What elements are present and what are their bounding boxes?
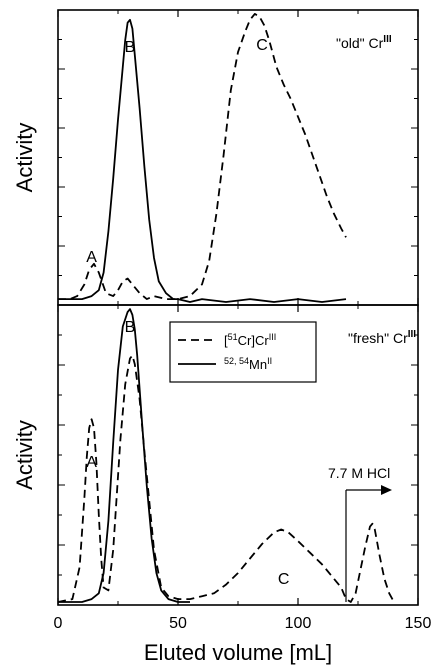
x-axis-title: Eluted volume [mL] xyxy=(144,640,332,665)
panel-label-superscript: III xyxy=(408,329,417,340)
annotation-label: 7.7 M HCl xyxy=(328,465,390,481)
axis-ticks xyxy=(57,10,419,605)
series-line-dashed-bottom xyxy=(57,354,395,603)
series-line-solid-top xyxy=(58,18,347,303)
y-axis-title-top: Activity xyxy=(12,123,37,193)
peak-label-b: B xyxy=(125,319,136,336)
x-tick-label: 0 xyxy=(54,615,63,632)
y-axis-title-bottom: Activity xyxy=(12,420,37,490)
text-layer: 0 50 100 150 Eluted volume [mL] Activity Activ… xyxy=(12,34,431,665)
series-line-solid-bottom xyxy=(58,308,190,603)
legend-text-part: III xyxy=(269,332,277,342)
legend-text-part: II xyxy=(267,356,272,366)
legend-text-part: 51 xyxy=(228,332,238,342)
legend-text-part: Mn xyxy=(249,357,267,372)
legend-label-solid: 52, 54MnII xyxy=(224,356,272,372)
peak-label-c: C xyxy=(256,37,268,54)
legend-label-dashed: [51Cr]CrIII xyxy=(224,332,276,348)
panel-label-main: "fresh" Cr xyxy=(348,330,408,346)
annotation-arrow-head xyxy=(381,485,392,495)
peak-label-c: C xyxy=(278,571,290,588)
x-tick-label: 50 xyxy=(169,615,187,632)
series-layer xyxy=(57,12,395,603)
series-line-dashed-top xyxy=(58,12,347,301)
legend-text-part: [ xyxy=(224,333,228,348)
annotation-layer xyxy=(169,321,392,602)
x-tick-label: 100 xyxy=(285,615,312,632)
panel-label-superscript: III xyxy=(383,34,392,45)
legend-text-part: Cr]Cr xyxy=(238,333,270,348)
legend-box xyxy=(169,321,317,383)
panel-label-main: "old" Cr xyxy=(336,35,384,51)
panel-label-old: "old" CrIII xyxy=(336,34,392,51)
peak-label-a: A xyxy=(86,249,97,266)
peak-label-b: B xyxy=(125,39,136,56)
peak-label-a: A xyxy=(86,454,97,471)
panel-label-fresh: "fresh" CrIII xyxy=(348,329,416,346)
x-tick-label: 150 xyxy=(405,615,432,632)
legend-text-part: 52, 54 xyxy=(224,356,249,366)
